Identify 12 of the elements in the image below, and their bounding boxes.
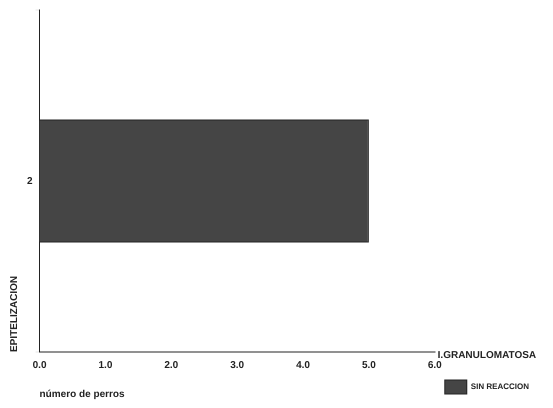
x-tick-label: 1.0 [98, 360, 113, 371]
x-tick-label: 2.0 [164, 360, 179, 371]
x-tick-label: 0.0 [32, 360, 47, 371]
x-tick-label: 6.0 [428, 360, 442, 371]
y-tick-label: 2 [27, 176, 33, 187]
y-axis-title: EPITELIZACION [8, 276, 20, 352]
x-tick-label: 3.0 [230, 360, 245, 371]
x-axis-title: número de perros [40, 388, 126, 400]
x-tick-label: 5.0 [362, 360, 376, 371]
legend-label: SIN REACCION [470, 382, 530, 392]
x-tick-label: 4.0 [296, 360, 310, 371]
legend-title: I.GRANULOMATOSA [438, 350, 536, 361]
